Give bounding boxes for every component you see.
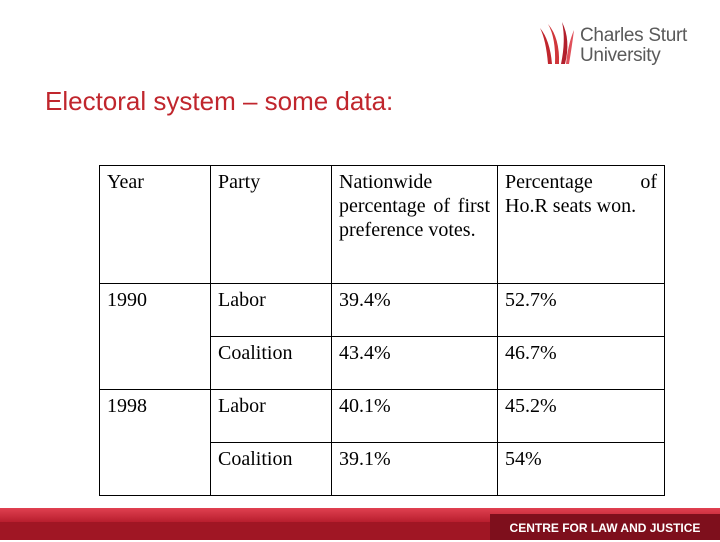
header-cell: Party — [210, 165, 332, 284]
slide-title: Electoral system – some data: — [45, 86, 394, 116]
cell: 43.4% — [331, 336, 498, 390]
cell: Labor — [210, 389, 332, 443]
cell: 52.7% — [497, 283, 665, 337]
cell: 1998 — [99, 389, 211, 496]
row: Coalition 39.1% 54% — [100, 442, 665, 496]
cell: Coalition — [210, 442, 332, 496]
logo-line: Charles Sturt — [580, 25, 687, 46]
cell: 46.7% — [497, 336, 665, 390]
header-cell: Year — [99, 165, 211, 284]
header-row: Year Party Nationwide percentage of firs… — [99, 165, 665, 284]
cell: 40.1% — [331, 389, 498, 443]
row: 1998 Labor 40.1% 45.2% — [99, 389, 665, 496]
cell: Labor — [210, 283, 332, 337]
logo-text: Charles Sturt University — [580, 26, 687, 66]
cell: 1990 — [99, 283, 211, 390]
header-cell: Percentage of Ho.R seats won. — [497, 165, 665, 284]
cell: Coalition — [210, 336, 332, 390]
data-table: Year Party Nationwide percentage of firs… — [99, 165, 665, 496]
row: 1990 Labor 39.4% 52.7% — [99, 283, 665, 390]
cell: 39.1% — [331, 442, 498, 496]
cell: 39.4% — [331, 283, 498, 337]
logo-line: University — [580, 45, 661, 66]
header-cell: Nationwide percentage of first preferenc… — [331, 165, 498, 284]
cell: 45.2% — [497, 389, 665, 443]
cell: 54% — [497, 442, 665, 496]
footer-label: CENTRE FOR LAW AND JUSTICE — [490, 514, 720, 540]
row: Coalition 43.4% 46.7% — [100, 336, 665, 390]
logo-icon — [540, 22, 574, 64]
